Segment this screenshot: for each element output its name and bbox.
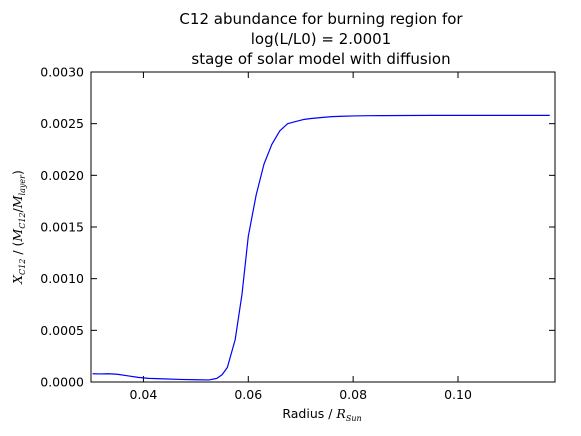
y-tick-label-5: 0.0025 xyxy=(40,116,84,131)
x-axis-label-math: R xyxy=(335,406,345,421)
y-tick-label-6: 0.0030 xyxy=(40,65,84,80)
y-axis-label-num-sub: C12 xyxy=(18,212,27,228)
y-axis-label-slash: / xyxy=(10,207,25,212)
x-tick-label-3: 0.10 xyxy=(444,387,472,402)
y-axis-label-den: M xyxy=(10,194,25,209)
x-tick-label-1: 0.06 xyxy=(234,387,262,402)
x-tick-label-0: 0.04 xyxy=(130,387,158,402)
x-tick-label-2: 0.08 xyxy=(339,387,367,402)
y-axis-ticks: 0.0000 0.0005 0.0010 0.0015 0.0020 0.0025 0.00… xyxy=(40,65,555,390)
plot-area xyxy=(90,71,556,383)
y-axis-label: XC12 / (MC12/Mlayer) xyxy=(10,170,27,285)
y-axis-label-den-sub: layer xyxy=(18,174,27,196)
x-axis-label-text: Radius / xyxy=(282,406,336,421)
y-axis-label-x-sub: C12 xyxy=(18,259,27,275)
chart-title-line-3: stage of solar model with diffusion xyxy=(191,50,450,68)
y-tick-label-3: 0.0015 xyxy=(40,220,84,235)
y-tick-label-2: 0.0010 xyxy=(40,271,84,286)
y-tick-label-4: 0.0020 xyxy=(40,168,84,183)
chart-title-line-1: C12 abundance for burning region for xyxy=(179,10,463,28)
x-axis-ticks: 0.04 0.06 0.08 0.10 xyxy=(130,72,472,402)
series-group xyxy=(92,114,550,381)
y-axis-label-x: X xyxy=(10,274,25,285)
y-axis-label-close: ) xyxy=(10,170,25,175)
series-line-0 xyxy=(92,114,550,381)
x-axis-label: Radius / RSun xyxy=(282,406,361,423)
y-axis-label-num: M xyxy=(10,228,25,243)
x-axis-label-math-sub: Sun xyxy=(346,414,362,423)
y-tick-label-1: 0.0005 xyxy=(40,323,84,338)
chart-title-line-2: log(L/L0) = 2.0001 xyxy=(251,30,391,48)
y-tick-label-0: 0.0000 xyxy=(40,375,84,390)
y-axis-label-middle: / ( xyxy=(10,242,25,259)
